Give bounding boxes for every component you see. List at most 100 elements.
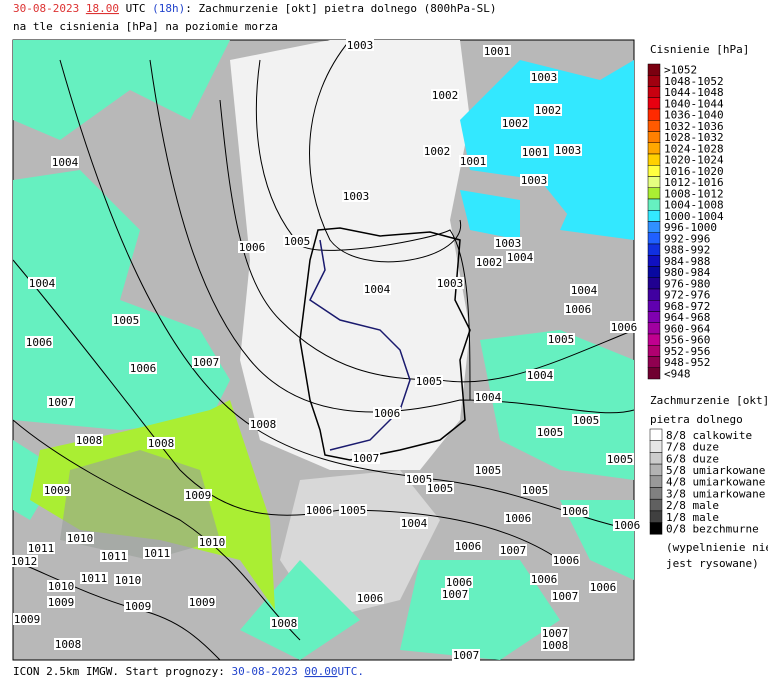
legend: Cisnienie [hPa] Zachmurzenie [okt] pietr…: [647, 43, 768, 570]
isobar-label: 1006: [590, 581, 617, 594]
pressure-legend-title: Cisnienie [hPa]: [650, 43, 749, 56]
isobar-label: 1008: [542, 639, 569, 652]
isobar-label: 1006: [531, 573, 558, 586]
isobar-label: 1010: [67, 532, 94, 545]
isobar-label: 1005: [522, 484, 549, 497]
isobar-label-box: [554, 144, 582, 156]
isobar-label-box: [373, 407, 401, 419]
legend-swatch: [647, 120, 661, 132]
isobar-label-box: [589, 581, 617, 593]
isobar-label-box: [547, 333, 575, 345]
cloud-legend-note: jest rysowane): [666, 557, 759, 570]
legend-swatch: [649, 475, 663, 488]
isobar-label-box: [445, 576, 473, 588]
isobar-label: 1011: [28, 542, 55, 555]
isobar-label: 1002: [424, 145, 451, 158]
isobar-label: 1004: [29, 277, 56, 290]
isobar-label: 1004: [527, 369, 554, 382]
isobar-label-box: [534, 104, 562, 116]
legend-label: 4/8 umiarkowane: [666, 476, 765, 489]
header-lead: (18h): [152, 2, 185, 15]
isobar-label-box: [494, 237, 522, 249]
isobar-label: 1005: [475, 464, 502, 477]
isobar-label-box: [10, 555, 38, 567]
isobar-label-box: [342, 190, 370, 202]
isobar-label-box: [51, 156, 79, 168]
isobar-label-box: [613, 519, 641, 531]
isobar-label-box: [66, 532, 94, 544]
footer-source: ICON 2.5km IMGW. Start prognozy:: [13, 665, 225, 678]
footer-time: 00.00: [304, 665, 337, 678]
country-border: [299, 227, 471, 461]
legend-swatch: [647, 277, 661, 290]
isobar-label-box: [520, 174, 548, 186]
legend-label: 964-968: [664, 311, 710, 324]
isobar-line: [12, 259, 561, 561]
legend-label: >1052: [664, 64, 697, 77]
footer: ICON 2.5km IMGW. Start prognozy: 30-08-2…: [13, 665, 364, 678]
isobar-label: 1005: [548, 333, 575, 346]
legend-label: 956-960: [664, 334, 710, 347]
header-date: 30-08-2023: [13, 2, 79, 15]
isobar-label-box: [521, 146, 549, 158]
isobar-label: 1010: [115, 574, 142, 587]
isobar-label: 1005: [607, 453, 634, 466]
isobar-label: 1003: [347, 39, 374, 52]
legend-swatch: [647, 311, 661, 323]
legend-swatch: [649, 428, 663, 441]
legend-label: 1004-1008: [664, 199, 724, 212]
isobar-label-box: [198, 536, 226, 548]
isobar-label: 1002: [432, 89, 459, 102]
isobar-label-box: [452, 649, 480, 661]
legend-swatch: [649, 487, 663, 500]
legend-swatch: [647, 210, 661, 222]
legend-label: 1016-1020: [664, 165, 724, 178]
legend-label: 1008-1012: [664, 187, 724, 200]
isobar-label: 1008: [148, 437, 175, 450]
isobar-label-box: [54, 638, 82, 650]
isobar-label-box: [436, 277, 464, 289]
legend-label: 972-976: [664, 289, 710, 302]
isobar-label: 1007: [453, 649, 480, 662]
legend-label: 984-988: [664, 255, 710, 268]
legend-swatch: [647, 142, 661, 155]
isobar-label-box: [112, 314, 140, 326]
isobar-label: 1012: [11, 555, 38, 568]
isobar-label: 1005: [284, 235, 311, 248]
isobar-label: 1003: [521, 174, 548, 187]
isobar-label-box: [504, 512, 532, 524]
isobar-label: 1006: [446, 576, 473, 589]
legend-label: 1020-1024: [664, 154, 724, 167]
legend-label: 1028-1032: [664, 131, 724, 144]
isobar-label-box: [47, 596, 75, 608]
legend-label: 2/8 male: [666, 499, 719, 512]
header-line: 30-08-2023 18.00 UTC (18h): Zachmurzenie…: [13, 2, 497, 15]
legend-label: 7/8 duze: [666, 441, 719, 454]
isobar-label: 1009: [14, 613, 41, 626]
legend-swatch: [647, 176, 661, 188]
isobar-label-box: [25, 336, 53, 348]
isobar-label-box: [441, 588, 469, 600]
legend-label: 988-992: [664, 244, 710, 257]
legend-label: 996-1000: [664, 221, 717, 234]
isobar-label-box: [475, 256, 503, 268]
isobar-label: 1004: [401, 517, 428, 530]
legend-swatch: [647, 288, 661, 301]
cloud-legend-title: Zachmurzenie [okt]: [650, 394, 768, 407]
isobar-label: 1009: [44, 484, 71, 497]
header-subtitle: na tle cisnienia [hPa] na poziomie morza: [13, 20, 278, 33]
legend-label: 968-972: [664, 300, 710, 313]
legend-swatch: [647, 345, 661, 357]
isobar-label: 1005: [113, 314, 140, 327]
isobar-label: 1006: [565, 303, 592, 316]
legend-swatch: [647, 97, 661, 110]
isobar-label: 1003: [495, 237, 522, 250]
isobar-label: 1009: [125, 600, 152, 613]
isobar-label-box: [572, 414, 600, 426]
isobar-label: 1001: [460, 155, 487, 168]
isobar-label: 1001: [522, 146, 549, 159]
isobar-label-box: [147, 437, 175, 449]
isobar-label: 1009: [185, 489, 212, 502]
legend-label: 1036-1040: [664, 109, 724, 122]
legend-swatch: [647, 243, 661, 256]
